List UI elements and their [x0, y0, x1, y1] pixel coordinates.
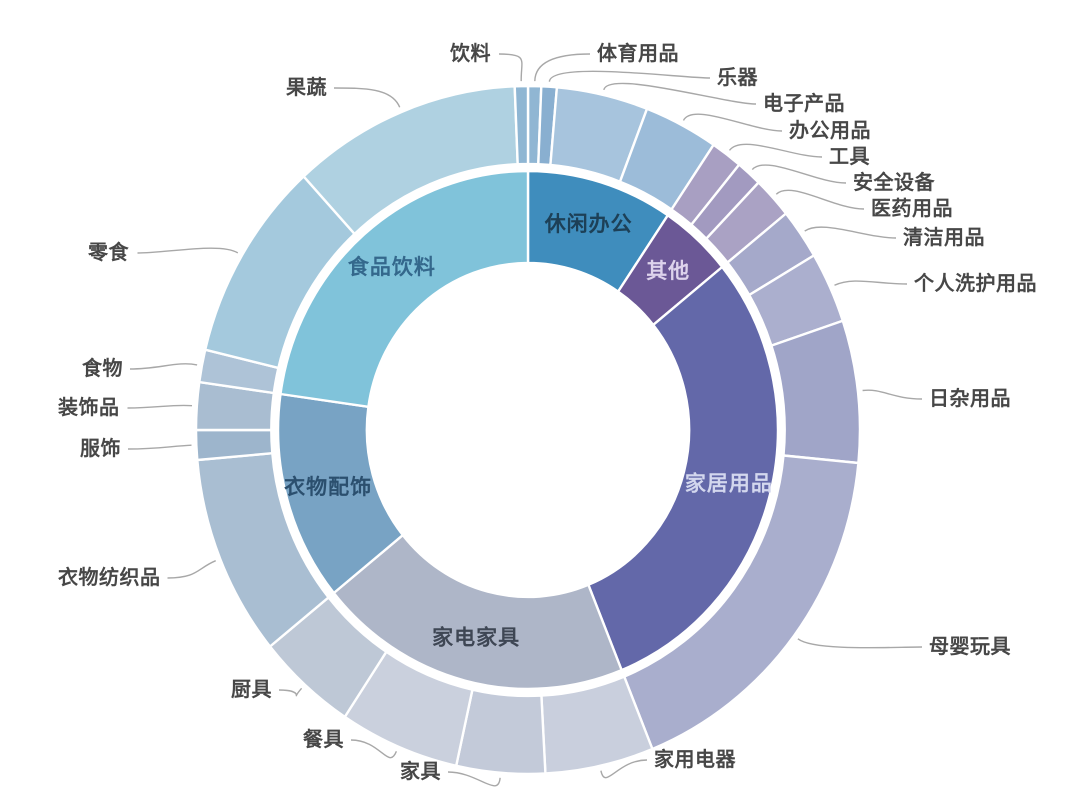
- inner-label-食品饮料: 食品饮料: [348, 255, 436, 279]
- outer-label-家具: 家具: [400, 759, 441, 783]
- inner-slice-家电家具[interactable]: [332, 533, 623, 691]
- outer-label-乐器: 乐器: [717, 66, 759, 89]
- outer-label-服饰: 服饰: [80, 436, 121, 460]
- leader-line-体育用品: [534, 53, 591, 82]
- leader-line-饮料: [498, 53, 523, 82]
- outer-label-日杂用品: 日杂用品: [929, 386, 1011, 410]
- inner-label-其他: 其他: [646, 259, 690, 283]
- outer-label-餐具: 餐具: [303, 727, 344, 751]
- leader-line-家用电器: [600, 759, 648, 779]
- leader-line-安全设备: [751, 164, 847, 184]
- inner-label-家居用品: 家居用品: [685, 471, 773, 495]
- outer-label-装饰品: 装饰品: [57, 395, 120, 419]
- outer-label-家用电器: 家用电器: [654, 747, 736, 771]
- leader-line-个人洗护用品: [834, 280, 908, 286]
- outer-slice-日杂用品[interactable]: [770, 319, 862, 465]
- outer-label-安全设备: 安全设备: [853, 170, 935, 194]
- leader-line-餐具: [350, 739, 398, 759]
- outer-slice-饮料[interactable]: [513, 84, 530, 166]
- leader-line-家具: [447, 771, 501, 787]
- outer-label-母婴玩具: 母婴玩具: [929, 635, 1011, 658]
- leader-line-服饰: [127, 444, 192, 450]
- outer-label-食物: 食物: [82, 356, 123, 380]
- outer-label-体育用品: 体育用品: [597, 41, 679, 65]
- outer-label-清洁用品: 清洁用品: [903, 225, 985, 249]
- outer-label-饮料: 饮料: [449, 41, 491, 65]
- leader-line-医药用品: [775, 189, 865, 210]
- inner-label-家电家具: 家电家具: [432, 626, 520, 650]
- leader-line-衣物纺织品: [167, 560, 216, 579]
- leader-lines-layer: [127, 53, 923, 787]
- outer-label-衣物纺织品: 衣物纺织品: [58, 565, 161, 589]
- leader-line-母婴玩具: [797, 638, 923, 649]
- leader-line-乐器: [548, 70, 711, 82]
- outer-label-个人洗护用品: 个人洗护用品: [913, 271, 1037, 295]
- leader-line-办公用品: [682, 113, 783, 132]
- leader-line-厨具: [278, 687, 303, 697]
- inner-slice-食品饮料[interactable]: [279, 169, 530, 408]
- leader-line-工具: [728, 143, 823, 158]
- outer-label-厨具: 厨具: [231, 679, 272, 701]
- leader-line-零食: [137, 247, 239, 254]
- outer-label-果蔬: 果蔬: [286, 76, 327, 99]
- outer-label-医药用品: 医药用品: [871, 196, 953, 220]
- leader-line-电子产品: [603, 82, 757, 105]
- outer-label-办公用品: 办公用品: [789, 118, 871, 142]
- leader-line-食物: [129, 363, 198, 370]
- leader-line-果蔬: [333, 87, 401, 108]
- inner-label-衣物配饰: 衣物配饰: [284, 475, 372, 499]
- outer-label-工具: 工具: [829, 146, 870, 168]
- leader-line-装饰品: [127, 404, 193, 409]
- outer-label-电子产品: 电子产品: [763, 91, 845, 115]
- leader-line-日杂用品: [862, 389, 923, 400]
- slices-layer: [194, 84, 862, 776]
- inner-label-休闲办公: 休闲办公: [544, 213, 633, 236]
- inner-slice-家居用品[interactable]: [587, 265, 779, 672]
- leader-line-清洁用品: [804, 226, 897, 239]
- outer-label-零食: 零食: [87, 240, 129, 264]
